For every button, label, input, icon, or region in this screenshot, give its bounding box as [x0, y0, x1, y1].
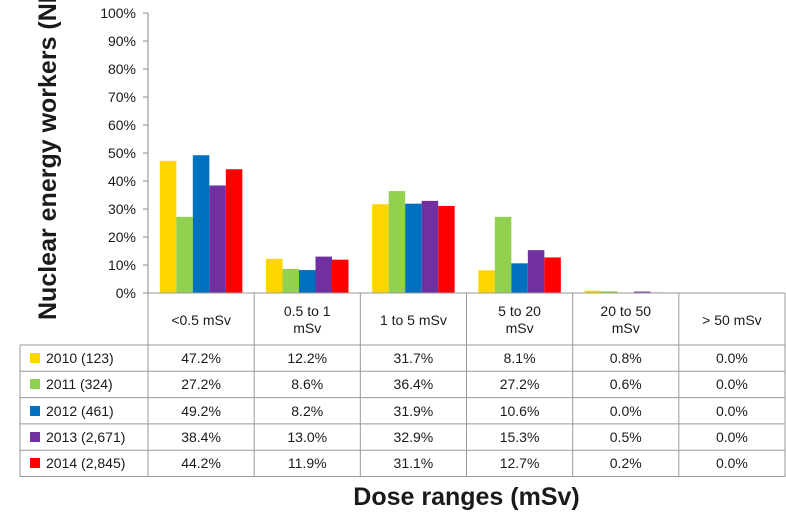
x-tick-label: 5 to 20 mSv [498, 303, 541, 336]
table-cell: 8.1% [503, 350, 536, 366]
legend-entry: 2010 (123) [20, 345, 146, 371]
table-cell: 11.9% [287, 455, 327, 472]
x-tick-label: 1 to 5 mSv [379, 311, 447, 328]
y-tick-label: 90% [108, 33, 136, 49]
bar-2010-3 [478, 270, 495, 293]
table-cell: 32.9% [393, 428, 434, 445]
y-tick-label: 70% [108, 89, 136, 105]
table-cell: 0.2% [609, 455, 642, 472]
bar-2013-2 [421, 200, 439, 293]
legend-entry: 2013 (2,671) [20, 424, 146, 450]
bar-2012-0 [192, 155, 210, 293]
bar-2010-1 [266, 258, 283, 293]
legend-swatch [30, 379, 40, 390]
table-cell: 27.2% [181, 376, 221, 393]
bar-2013-3 [527, 250, 545, 293]
bar-2013-4 [634, 291, 651, 293]
legend-swatch [30, 431, 40, 442]
table-cell: 49.2% [181, 402, 221, 419]
bar-2011-4 [601, 291, 618, 293]
legend-swatch [30, 353, 40, 363]
bar-2010-2 [372, 204, 389, 293]
legend-swatch [30, 458, 40, 469]
table-cell: 0.5% [609, 428, 642, 445]
table-cell: 0.0% [715, 376, 748, 393]
bar-2011-2 [388, 191, 406, 293]
legend-label: 2012 (461) [46, 402, 114, 419]
table-cell: 0.0% [609, 402, 642, 419]
bar-2010-0 [159, 160, 177, 293]
table-cell: 13.0% [287, 428, 328, 445]
legend-entry: 2014 (2,845) [20, 450, 146, 476]
table-cell: 8.2% [291, 402, 324, 419]
y-tick-label: 50% [108, 145, 136, 161]
legend-label: 2011 (324) [46, 376, 113, 393]
table-cell: 0.6% [609, 376, 642, 393]
bar-2014-0 [225, 169, 243, 293]
x-tick-label: 0.5 to 1 mSv [283, 303, 331, 336]
table-cell: 31.7% [393, 350, 434, 366]
legend-entry: 2012 (461) [20, 398, 146, 424]
x-tick-label: > 50 mSv [702, 311, 762, 328]
y-tick-label: 10% [108, 257, 136, 273]
table-cell: 0.8% [609, 350, 642, 366]
table-cell: 0.0% [715, 350, 748, 366]
table-cell: 27.2% [499, 376, 540, 393]
bar-2012-3 [511, 263, 528, 293]
bar-2011-3 [494, 216, 512, 293]
y-tick-label: 20% [108, 229, 136, 245]
bar-2011-0 [176, 216, 193, 293]
legend-label: 2010 (123) [46, 350, 114, 366]
bar-2014-3 [544, 257, 561, 293]
bar-2011-1 [282, 268, 299, 293]
table-cell: 47.2% [181, 350, 221, 366]
bar-2010-4 [584, 290, 601, 293]
table-cell: 15.3% [499, 428, 540, 445]
x-axis-title: Dose ranges (mSv) [353, 483, 580, 511]
bar-2014-2 [438, 205, 455, 293]
y-tick-label: 0% [116, 285, 136, 301]
y-tick-label: 40% [108, 173, 136, 189]
x-tick-label: 20 to 50 mSv [600, 303, 652, 336]
table-cell: 0.0% [715, 428, 748, 445]
x-tick-label: <0.5 mSv [171, 311, 231, 328]
bar-2013-0 [209, 185, 226, 293]
table-cell: 12.7% [499, 455, 540, 472]
legend-label: 2013 (2,671) [46, 428, 126, 445]
table-cell: 44.2% [181, 455, 221, 472]
table-cell: 31.9% [393, 402, 434, 419]
table-cell: 31.1% [393, 455, 434, 472]
table-cell: 8.6% [291, 376, 324, 393]
table-cell: 12.2% [287, 350, 328, 366]
bar-2013-1 [315, 256, 332, 293]
y-axis-title-text: Nuclear energy workers (NEWs) [34, 0, 62, 320]
table-cell: 0.0% [715, 455, 748, 472]
table-cell: 36.4% [393, 376, 434, 393]
table-cell: 38.4% [181, 428, 221, 445]
y-axis-title: Nuclear energy workers (NEWs) [6, 0, 90, 320]
legend-entry: 2011 (324) [20, 371, 146, 397]
bar-2014-1 [332, 259, 349, 293]
bar-2012-1 [299, 270, 316, 293]
legend-label: 2014 (2,845) [46, 455, 126, 472]
y-tick-label: 60% [108, 117, 136, 133]
legend-swatch [30, 405, 40, 416]
bar-2012-2 [405, 203, 422, 293]
y-tick-label: 80% [108, 61, 136, 77]
y-tick-label: 30% [108, 201, 136, 217]
table-cell: 10.6% [499, 402, 540, 419]
y-tick-label: 100% [100, 5, 136, 21]
table-cell: 0.0% [715, 402, 748, 419]
